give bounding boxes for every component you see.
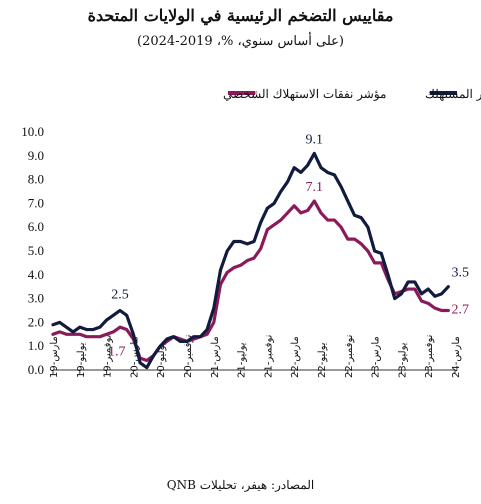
y-tick-label: 9.0: [28, 148, 44, 163]
chart-subtitle: (على أساس سنوي، %، 2019-2024): [137, 34, 344, 49]
y-tick-label: 4.0: [28, 267, 44, 282]
x-tick-label: يوليو-23: [397, 342, 408, 378]
x-tick-label: نوفمبر-19: [103, 335, 114, 378]
y-tick-label: 6.0: [28, 219, 44, 234]
legend-label-cpi: مؤشر أسعار المستهلك: [425, 86, 481, 101]
legend: مؤشر أسعار المستهلك مؤشر نفقات الاستهلاك…: [223, 86, 481, 101]
x-axis: مارس-19 يوليو-19 نوفمبر-19 مارس-20 يوليو-20 ن…: [49, 335, 462, 378]
data-label: 3.5: [452, 266, 470, 281]
cpi-line: [51, 151, 450, 370]
data-label: 9.1: [306, 132, 324, 147]
y-tick-label: 5.0: [28, 243, 44, 258]
x-tick-label: مارس-22: [290, 336, 301, 378]
y-tick-label: 1.0: [28, 338, 44, 353]
x-tick-label: نوفمبر-20: [183, 335, 194, 378]
x-tick-label: نوفمبر-23: [424, 335, 435, 378]
y-tick-label: 2.0: [28, 314, 44, 329]
y-tick-label: 7.0: [28, 195, 44, 210]
x-tick-label: مارس-23: [371, 336, 382, 378]
y-tick-label: 10.0: [21, 124, 44, 139]
x-tick-label: يوليو-22: [317, 342, 328, 378]
legend-label-pce: مؤشر نفقات الاستهلاك الشخصي: [223, 87, 386, 101]
y-tick-label: 3.0: [28, 291, 44, 306]
x-tick-label: مارس-21: [210, 336, 221, 378]
x-tick-label: نوفمبر-21: [263, 335, 274, 378]
x-tick-label: مارس-19: [49, 336, 60, 378]
y-tick-label: 8.0: [28, 172, 44, 187]
x-tick-label: مارس-24: [451, 336, 462, 378]
series-lines: [51, 151, 450, 370]
chart-title: مقاييس التضخم الرئيسية في الولايات المتح…: [87, 6, 394, 25]
x-tick-label: نوفمبر-22: [344, 335, 355, 378]
y-axis: 0.0 1.0 2.0 3.0 4.0 5.0 6.0 7.0 8.0 9.0 10.0: [21, 124, 44, 377]
x-tick-label: يوليو-21: [237, 342, 248, 378]
data-label: 2.5: [111, 288, 129, 303]
x-tick-label: يوليو-19: [76, 342, 87, 378]
data-label: 2.7: [452, 303, 470, 318]
y-tick-label: 0.0: [28, 362, 44, 377]
x-tick-label: يوليو-20: [156, 342, 167, 378]
data-labels: 2.5 1.7 9.1 7.1 3.5 2.7: [108, 132, 469, 359]
data-label: 1.7: [108, 345, 126, 360]
x-tick-label: مارس-20: [129, 336, 140, 378]
pce-line: [51, 199, 450, 363]
source-note: المصادر: هيفر، تحليلات QNB: [166, 478, 315, 492]
data-label: 7.1: [306, 180, 324, 195]
